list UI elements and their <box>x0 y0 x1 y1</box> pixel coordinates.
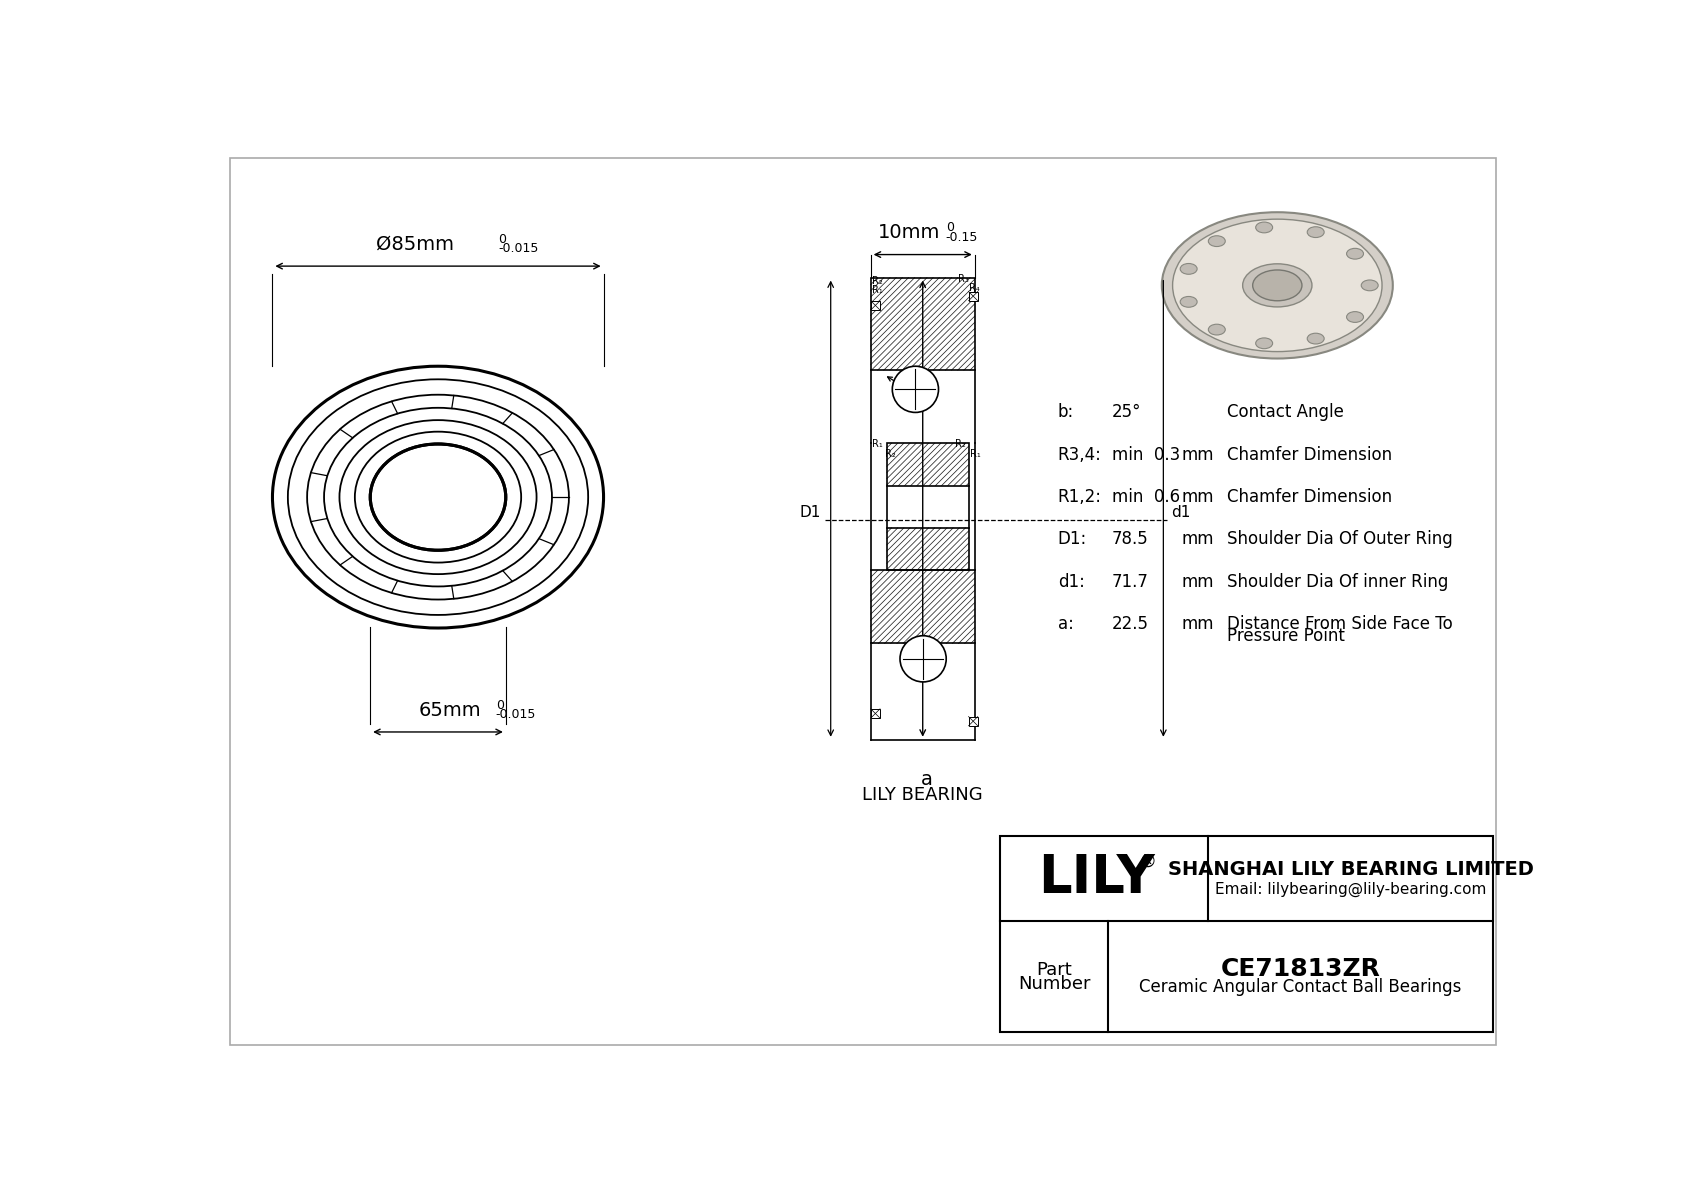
Text: Part: Part <box>1036 961 1073 979</box>
Ellipse shape <box>1162 212 1393 358</box>
Text: R₂: R₂ <box>886 449 896 459</box>
Text: min  0.3: min 0.3 <box>1111 445 1180 463</box>
Text: 10mm: 10mm <box>877 223 940 242</box>
Text: R₂: R₂ <box>955 439 965 449</box>
Ellipse shape <box>1172 219 1383 351</box>
Ellipse shape <box>1209 324 1226 335</box>
Text: Pressure Point: Pressure Point <box>1228 628 1346 646</box>
Text: LILY BEARING: LILY BEARING <box>862 786 983 804</box>
Text: Ø85mm: Ø85mm <box>376 235 455 254</box>
Text: min  0.6: min 0.6 <box>1111 488 1180 506</box>
Bar <box>968 292 978 301</box>
Text: d1:: d1: <box>1058 573 1084 591</box>
Text: 0: 0 <box>495 699 504 712</box>
Ellipse shape <box>1307 226 1324 237</box>
Text: Email: lilybearing@lily-bearing.com: Email: lilybearing@lily-bearing.com <box>1214 881 1487 897</box>
Text: Chamfer Dimension: Chamfer Dimension <box>1228 488 1393 506</box>
Ellipse shape <box>1256 222 1273 232</box>
Ellipse shape <box>1361 280 1378 291</box>
Text: Contact Angle: Contact Angle <box>1228 404 1344 422</box>
Bar <box>871 301 881 310</box>
Circle shape <box>893 366 938 412</box>
Text: a: a <box>921 771 933 790</box>
Bar <box>871 709 881 718</box>
Text: R₁: R₁ <box>872 285 882 295</box>
Text: LILY: LILY <box>1037 853 1155 904</box>
Ellipse shape <box>1209 236 1226 247</box>
Text: ®: ® <box>1138 853 1157 871</box>
Text: R₁: R₁ <box>872 439 882 449</box>
Ellipse shape <box>1256 338 1273 349</box>
Circle shape <box>899 636 946 682</box>
Bar <box>968 717 978 725</box>
Ellipse shape <box>1180 263 1197 274</box>
Text: R1,2:: R1,2: <box>1058 488 1101 506</box>
Text: -0.015: -0.015 <box>498 242 539 255</box>
Text: Number: Number <box>1017 975 1090 993</box>
Text: mm: mm <box>1180 488 1214 506</box>
Text: mm: mm <box>1180 616 1214 634</box>
Text: D1:: D1: <box>1058 530 1088 549</box>
Text: mm: mm <box>1180 445 1214 463</box>
Text: D1: D1 <box>800 505 820 520</box>
Text: CE71813ZR: CE71813ZR <box>1221 956 1381 980</box>
Text: mm: mm <box>1180 573 1214 591</box>
Text: 25°: 25° <box>1111 404 1142 422</box>
Text: Distance From Side Face To: Distance From Side Face To <box>1228 616 1453 634</box>
Text: d1: d1 <box>1170 505 1191 520</box>
Text: 22.5: 22.5 <box>1111 616 1148 634</box>
Text: R₃: R₃ <box>958 274 968 283</box>
Text: b: b <box>899 373 906 386</box>
Text: -0.015: -0.015 <box>495 709 536 722</box>
Text: R₂: R₂ <box>872 276 882 286</box>
Text: -0.15: -0.15 <box>946 231 978 244</box>
Ellipse shape <box>1243 264 1312 307</box>
Text: mm: mm <box>1180 530 1214 549</box>
Ellipse shape <box>1253 270 1302 301</box>
Text: 0: 0 <box>498 233 507 247</box>
Text: 71.7: 71.7 <box>1111 573 1148 591</box>
Text: 65mm: 65mm <box>418 700 482 719</box>
Text: Ceramic Angular Contact Ball Bearings: Ceramic Angular Contact Ball Bearings <box>1138 978 1462 996</box>
Text: 0: 0 <box>946 220 953 233</box>
Text: 78.5: 78.5 <box>1111 530 1148 549</box>
Text: Shoulder Dia Of inner Ring: Shoulder Dia Of inner Ring <box>1228 573 1448 591</box>
Text: R3,4:: R3,4: <box>1058 445 1101 463</box>
Ellipse shape <box>1347 249 1364 260</box>
Text: R₄: R₄ <box>968 282 980 293</box>
Text: Shoulder Dia Of Outer Ring: Shoulder Dia Of Outer Ring <box>1228 530 1453 549</box>
Text: a:: a: <box>1058 616 1074 634</box>
Text: b:: b: <box>1058 404 1074 422</box>
Ellipse shape <box>1180 297 1197 307</box>
Text: R₁: R₁ <box>970 449 980 459</box>
Ellipse shape <box>1347 312 1364 323</box>
Text: SHANGHAI LILY BEARING LIMITED: SHANGHAI LILY BEARING LIMITED <box>1167 860 1534 879</box>
Bar <box>1000 836 1494 1033</box>
Text: Chamfer Dimension: Chamfer Dimension <box>1228 445 1393 463</box>
Ellipse shape <box>1307 333 1324 344</box>
